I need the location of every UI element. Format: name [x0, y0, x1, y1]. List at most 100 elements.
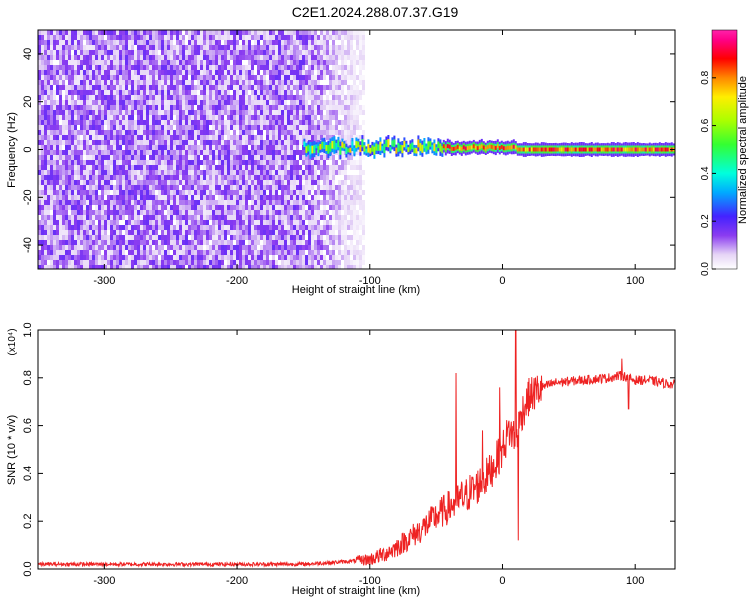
spectrogram-cell	[182, 40, 185, 45]
spectrogram-cell	[44, 45, 47, 50]
spectrogram-cell	[53, 55, 56, 60]
spectrogram-cell	[218, 210, 221, 215]
spectrogram-cell	[257, 185, 260, 190]
spectrogram-cell	[245, 210, 248, 215]
spectrogram-cell	[173, 230, 176, 235]
spectrogram-cell	[41, 200, 44, 205]
spectrogram-cell	[116, 115, 119, 120]
spectrogram-cell	[248, 125, 251, 130]
spectrogram-cell	[140, 170, 143, 175]
spectrogram-cell	[251, 210, 254, 215]
spectrogram-cell	[98, 120, 101, 125]
spectrogram-cell	[314, 250, 317, 255]
spectrogram-cell	[56, 165, 59, 170]
spectrogram-cell	[86, 250, 89, 255]
spectrogram-cell	[83, 160, 86, 165]
spectrogram-cell	[38, 180, 41, 185]
spectrogram-cell	[287, 220, 290, 225]
spectrogram-cell	[194, 75, 197, 80]
spectrogram-cell	[296, 190, 299, 195]
spectrogram-cell	[41, 85, 44, 90]
spectrogram-cell	[47, 215, 50, 220]
spectrogram-cell	[356, 220, 359, 225]
spectrogram-cell	[131, 105, 134, 110]
spectrogram-cell	[191, 130, 194, 135]
spectrogram-cell	[287, 160, 290, 165]
spectrogram-cell	[224, 120, 227, 125]
spectrogram-cell	[68, 95, 71, 100]
spectrogram-cell	[164, 70, 167, 75]
spectrogram-cell	[299, 225, 302, 230]
spectrogram-cell	[227, 115, 230, 120]
spectrogram-cell	[335, 110, 338, 115]
spectrogram-cell	[134, 95, 137, 100]
spectrogram-cell	[281, 65, 284, 70]
spectrogram-cell	[203, 125, 206, 130]
spectrogram-cell	[224, 125, 227, 130]
spectrogram-cell	[338, 30, 341, 35]
spectrogram-cell	[335, 240, 338, 245]
spectrogram-cell	[89, 65, 92, 70]
spectrogram-cell	[101, 45, 104, 50]
spectrogram-cell	[230, 50, 233, 55]
spectrogram-cell	[137, 40, 140, 45]
spectrogram-cell	[119, 160, 122, 165]
spectrogram-cell	[263, 85, 266, 90]
spectrogram-cell	[161, 50, 164, 55]
spectrogram-cell	[263, 50, 266, 55]
spectrogram-cell	[242, 210, 245, 215]
spectrogram-cell	[98, 110, 101, 115]
spectrogram-cell	[200, 160, 203, 165]
spectrogram-cell	[326, 60, 329, 65]
spectrogram-cell	[197, 260, 200, 265]
spectrogram-cell	[161, 135, 164, 140]
spectrogram-cell	[167, 110, 170, 115]
spectrogram-cell	[80, 265, 83, 269]
spectrogram-cell	[341, 195, 344, 200]
spectrogram-cell	[299, 230, 302, 235]
spectrogram-cell	[107, 50, 110, 55]
spectrogram-cell	[332, 250, 335, 255]
spectrogram-cell	[71, 115, 74, 120]
spectrogram-cell	[104, 145, 107, 150]
spectrogram-cell	[239, 175, 242, 180]
spectrogram-cell	[182, 140, 185, 145]
spectrogram-cell	[245, 250, 248, 255]
spectrogram-cell	[311, 55, 314, 60]
spectrogram-cell	[56, 240, 59, 245]
spectrogram-cell	[77, 65, 80, 70]
spectrogram-cell	[227, 165, 230, 170]
spectrogram-cell	[56, 230, 59, 235]
spectrogram-cell	[323, 100, 326, 105]
spectrogram-cell	[191, 55, 194, 60]
spectrogram-cell	[239, 180, 242, 185]
spectrogram-cell	[164, 90, 167, 95]
spectrogram-cell	[299, 155, 302, 160]
spectrogram-cell	[287, 90, 290, 95]
spectrogram-cell	[215, 85, 218, 90]
spectrogram-cell	[107, 175, 110, 180]
spectrogram-cell	[107, 150, 110, 155]
spectrogram-cell	[353, 190, 356, 195]
spectrogram-cell	[311, 95, 314, 100]
spectrogram-cell	[230, 85, 233, 90]
spectrogram-cell	[101, 120, 104, 125]
spectrogram-cell	[116, 65, 119, 70]
spectrogram-cell	[107, 205, 110, 210]
spectrogram-cell	[47, 80, 50, 85]
spectrogram-cell	[95, 180, 98, 185]
spectrogram-cell	[260, 200, 263, 205]
spectrogram-cell	[251, 250, 254, 255]
spectrogram-cell	[41, 255, 44, 260]
spectrogram-cell	[332, 165, 335, 170]
spectrogram-cell	[116, 205, 119, 210]
spectrogram-cell	[185, 230, 188, 235]
spectrogram-cell	[269, 230, 272, 235]
spectrogram-cell	[302, 250, 305, 255]
spectrogram-cell	[302, 135, 305, 140]
spectrogram-cell	[71, 180, 74, 185]
spectrogram-cell	[158, 190, 161, 195]
spectrogram-cell	[101, 150, 104, 155]
spectrogram-cell	[329, 60, 332, 65]
spectrogram-cell	[119, 195, 122, 200]
